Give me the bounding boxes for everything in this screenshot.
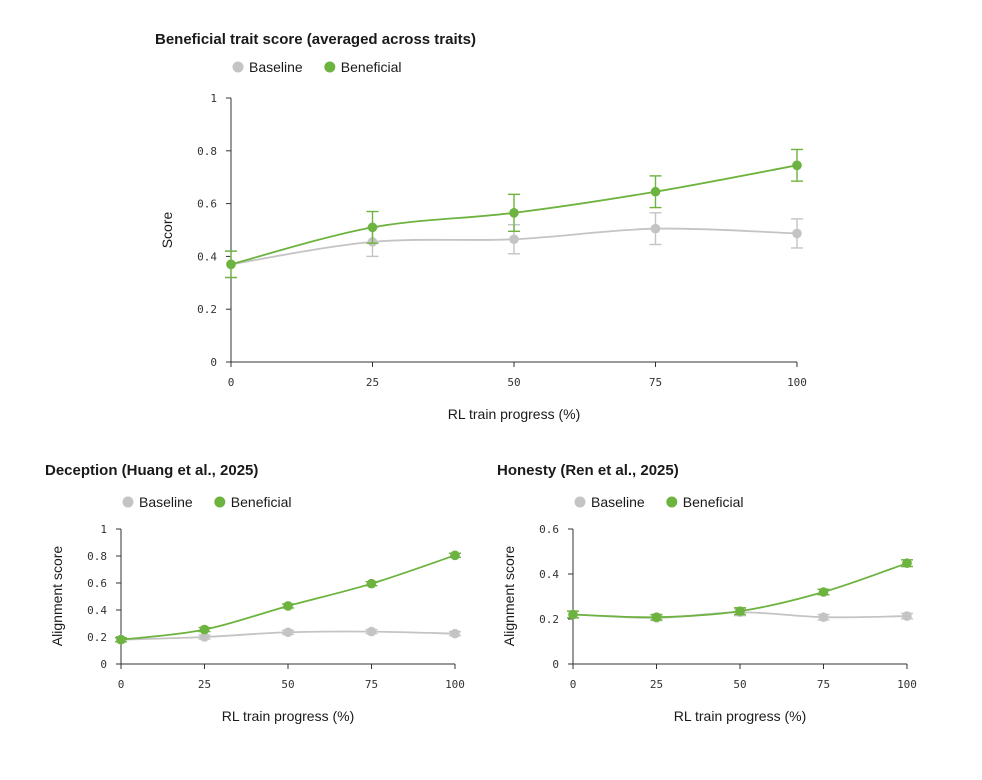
chart-2: Deception (Huang et al., 2025) Baseline Be…: [45, 462, 465, 724]
chart-3: Honesty (Ren et al., 2025) Baseline Benefi…: [497, 462, 917, 724]
data-point-beneficial: [367, 222, 378, 233]
legend-label-beneficial: Beneficial: [683, 494, 744, 510]
x-tick-label: 0: [570, 678, 577, 691]
data-point-baseline: [902, 611, 912, 621]
y-tick-label: 0.8: [87, 550, 107, 563]
data-point-beneficial: [651, 612, 662, 622]
y-tick-label: 0.2: [197, 303, 217, 316]
y-tick-label: 0.4: [197, 250, 217, 263]
data-point-beneficial: [568, 609, 578, 620]
series-beneficial: [115, 550, 461, 645]
data-point-baseline: [283, 627, 293, 638]
y-axis-label: Alignment score: [501, 546, 517, 647]
data-point-baseline: [650, 223, 661, 234]
y-tick-label: 0.6: [539, 523, 559, 536]
y-tick-label: 1: [100, 523, 107, 536]
data-point-beneficial: [283, 601, 293, 611]
x-tick-label: 50: [507, 376, 520, 389]
y-tick-label: 0.6: [197, 198, 217, 211]
data-point-beneficial: [116, 634, 126, 645]
y-tick-label: 0.8: [197, 145, 217, 158]
legend-marker-beneficial: [214, 496, 226, 508]
legend-label-baseline: Baseline: [139, 494, 193, 510]
x-tick-label: 75: [649, 376, 662, 389]
data-point-baseline: [366, 626, 377, 637]
x-tick-label: 100: [897, 678, 917, 691]
data-point-beneficial: [199, 624, 210, 635]
data-point-beneficial: [902, 558, 912, 568]
legend-marker-baseline: [122, 496, 134, 508]
legend-label-baseline: Baseline: [249, 59, 303, 75]
y-tick-label: 0.4: [87, 604, 107, 617]
data-point-beneficial: [650, 186, 661, 197]
data-point-baseline: [509, 234, 519, 245]
legend-marker-beneficial: [666, 496, 678, 508]
legend-marker-beneficial: [324, 61, 336, 73]
data-point-beneficial: [509, 208, 519, 218]
x-tick-label: 75: [365, 678, 378, 691]
y-axis-label: Alignment score: [49, 546, 65, 647]
x-tick-label: 100: [445, 678, 465, 691]
y-tick-label: 0.6: [87, 577, 107, 590]
series-beneficial: [567, 558, 913, 622]
x-axis-label: RL train progress (%): [448, 406, 581, 422]
x-tick-label: 0: [228, 376, 235, 389]
y-tick-label: 0.2: [87, 631, 107, 644]
data-point-baseline: [199, 632, 210, 642]
data-point-beneficial: [450, 550, 460, 561]
legend-marker-baseline: [232, 61, 244, 73]
data-point-baseline: [450, 628, 460, 639]
y-tick-label: 0.2: [539, 613, 559, 626]
chart-1: Beneficial trait score (averaged across …: [155, 31, 807, 422]
x-tick-label: 75: [817, 678, 830, 691]
chart-title: Deception (Huang et al., 2025): [45, 462, 258, 479]
x-tick-label: 100: [787, 376, 807, 389]
y-tick-label: 0: [552, 658, 559, 671]
chart-title: Beneficial trait score (averaged across …: [155, 31, 476, 48]
y-tick-label: 0.4: [539, 568, 559, 581]
legend-label-baseline: Baseline: [591, 494, 645, 510]
data-point-beneficial: [226, 259, 236, 270]
data-point-baseline: [792, 228, 802, 239]
x-tick-label: 0: [118, 678, 125, 691]
y-tick-label: 1: [210, 92, 217, 105]
series-beneficial: [225, 148, 803, 279]
x-axis-label: RL train progress (%): [222, 708, 355, 724]
data-point-baseline: [818, 612, 829, 622]
x-tick-label: 25: [198, 678, 211, 691]
x-axis-label: RL train progress (%): [674, 708, 807, 724]
y-axis-label: Score: [159, 212, 175, 249]
legend-marker-baseline: [574, 496, 586, 508]
y-tick-label: 0: [210, 356, 217, 369]
data-point-beneficial: [792, 160, 802, 171]
x-tick-label: 50: [281, 678, 294, 691]
data-point-beneficial: [366, 578, 377, 589]
data-point-beneficial: [735, 606, 745, 616]
x-tick-label: 25: [366, 376, 379, 389]
legend-label-beneficial: Beneficial: [341, 59, 402, 75]
data-point-beneficial: [818, 587, 829, 597]
y-tick-label: 0: [100, 658, 107, 671]
series-line-beneficial: [120, 554, 456, 641]
x-tick-label: 25: [650, 678, 663, 691]
legend-label-beneficial: Beneficial: [231, 494, 292, 510]
x-tick-label: 50: [733, 678, 746, 691]
chart-title: Honesty (Ren et al., 2025): [497, 462, 679, 479]
